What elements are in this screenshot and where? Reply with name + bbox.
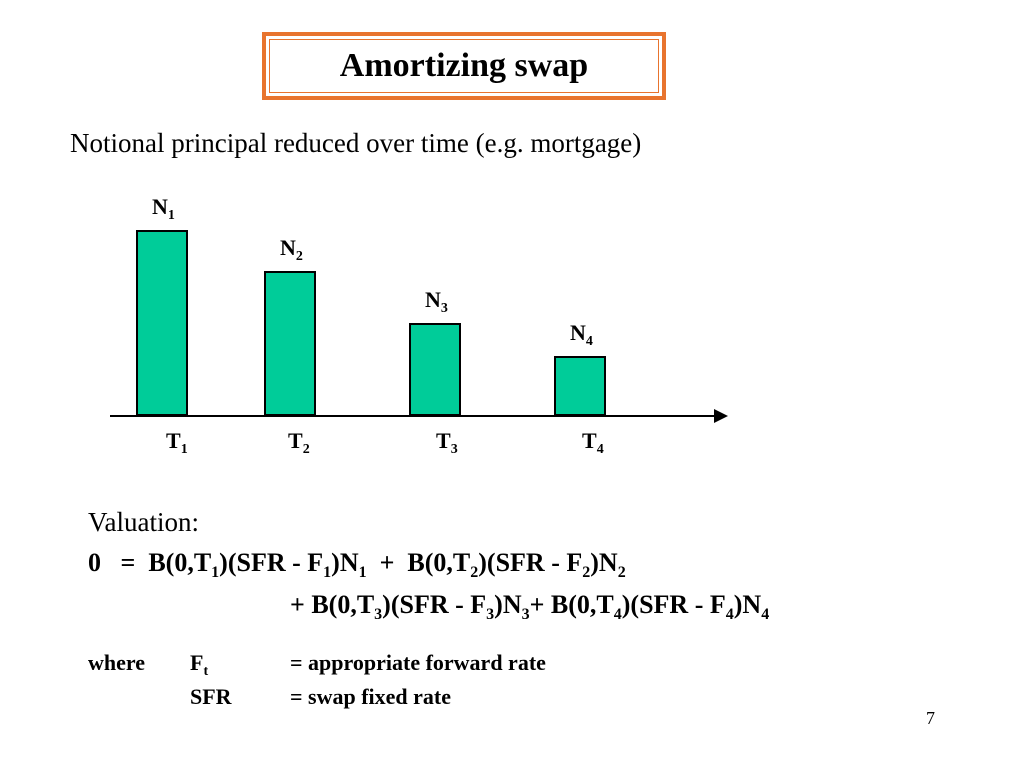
axis-tick-label-t1: T1	[166, 428, 188, 457]
equation-1-text: 0 = B(0,T	[88, 548, 212, 577]
time-axis-arrow-icon	[714, 409, 728, 423]
equation-1-text: )(SFR - F	[478, 548, 583, 577]
slide-title: Amortizing swap	[339, 47, 589, 84]
equation-1-subscript: 1	[211, 564, 220, 581]
where-definition-forward-rate: = appropriate forward rate	[290, 650, 546, 675]
axis-tick-label-t4: T4	[582, 428, 604, 457]
equation-2-subscript: 4	[725, 606, 734, 623]
bar-n2	[264, 271, 316, 416]
equation-1-subscript: 1	[323, 564, 332, 581]
equation-1-subscript: 2	[617, 564, 626, 581]
equation-1-subscript: 2	[582, 564, 591, 581]
valuation-heading: Valuation:	[88, 507, 199, 537]
bar-n1	[136, 230, 188, 416]
time-axis-line	[110, 415, 718, 417]
equation-2-subscript: 4	[613, 606, 622, 623]
equation-1-text: )N	[331, 548, 359, 577]
valuation-equation-line-2: + B(0,T3)(SFR - F3)N3+ B(0,T4)(SFR - F4)…	[290, 590, 770, 623]
axis-tick-label-t2: T2	[288, 428, 310, 457]
equation-1-subscript: 1	[358, 564, 367, 581]
equation-1-text: )(SFR - F	[219, 548, 324, 577]
where-term-base: SFR	[190, 684, 232, 709]
slide-subtitle: Notional principal reduced over time (e.…	[70, 128, 642, 158]
equation-2-text: )N	[494, 590, 522, 619]
equation-1-text: )N	[590, 548, 618, 577]
equation-1-subscript: 2	[470, 564, 479, 581]
page-number: 7	[926, 708, 935, 728]
valuation-equation-line-1: 0 = B(0,T1)(SFR - F1)N1 + B(0,T2)(SFR - …	[88, 548, 626, 581]
equation-2-subscript: 3	[486, 606, 495, 623]
where-term-forward-rate: Ft	[190, 650, 209, 679]
bar-label-n4: N4	[570, 320, 593, 349]
equation-2-subscript: 3	[374, 606, 383, 623]
equation-2-subscript: 3	[521, 606, 530, 623]
equation-2-text: )(SFR - F	[621, 590, 726, 619]
where-definition-swap-fixed-rate: = swap fixed rate	[290, 684, 452, 709]
equation-1-text: + B(0,T	[366, 548, 471, 577]
where-term-swap-fixed-rate: SFR	[190, 684, 232, 710]
bar-label-n3: N3	[425, 287, 448, 316]
equation-2-text: )(SFR - F	[382, 590, 487, 619]
where-term-subscript: t	[203, 664, 209, 679]
title-inner-frame: Amortizing swap	[269, 39, 659, 93]
equation-2-text: + B(0,T	[529, 590, 614, 619]
title-box: Amortizing swap	[262, 32, 666, 100]
equation-2-subscript: 4	[761, 606, 770, 623]
bar-n4	[554, 356, 606, 416]
bar-n3	[409, 323, 461, 416]
axis-tick-label-t3: T3	[436, 428, 458, 457]
bar-label-n2: N2	[280, 235, 303, 264]
where-keyword: where	[88, 650, 146, 675]
bar-label-n1: N1	[152, 194, 175, 223]
where-term-base: F	[190, 650, 204, 675]
equation-2-text: )N	[733, 590, 762, 619]
equation-2-text: + B(0,T	[290, 590, 375, 619]
